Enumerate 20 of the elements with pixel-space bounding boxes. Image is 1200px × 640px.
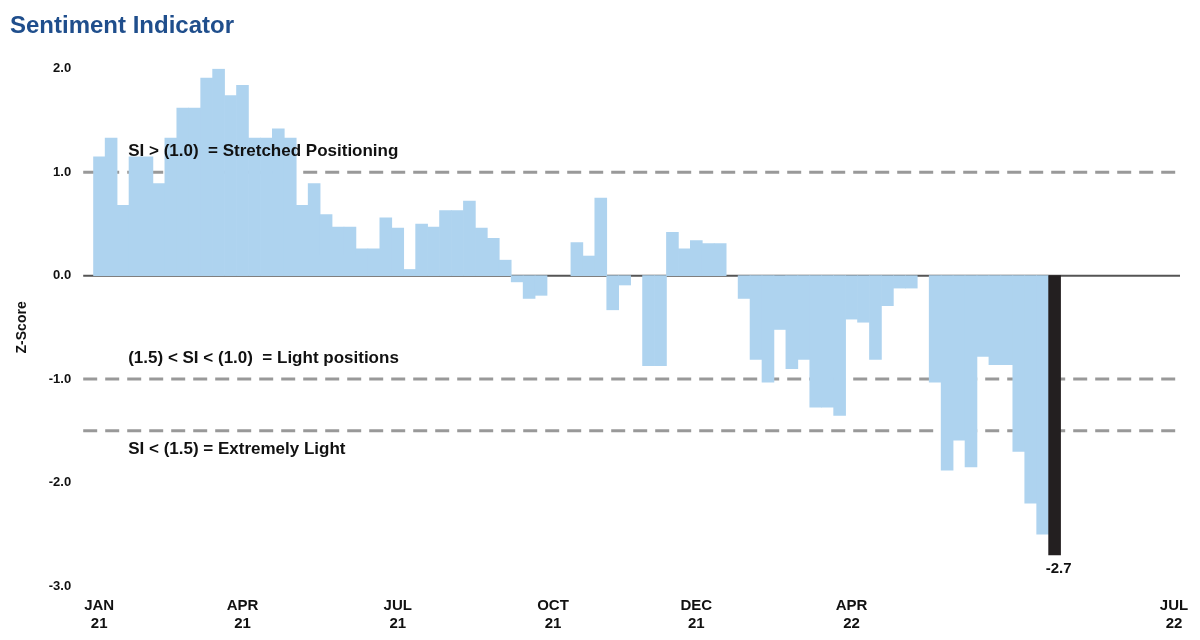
- x-tick-label: JAN 21: [84, 596, 115, 632]
- x-tick-label: APR 22: [835, 596, 868, 632]
- y-axis-title: Z-Score: [13, 301, 30, 354]
- data-label: -2.7: [1045, 558, 1072, 576]
- x-tick-label: DEC 21: [680, 596, 713, 632]
- y-tick-label: 0.0: [53, 267, 72, 283]
- bar: [1048, 275, 1061, 556]
- y-tick-label: 1.0: [53, 163, 72, 179]
- x-tick-label: JUL 22: [1159, 596, 1189, 632]
- ref-line-label: (1.5) < SI < (1.0) = Light positions: [128, 348, 399, 368]
- x-tick-label: OCT 21: [537, 596, 569, 632]
- chart-title: Sentiment Indicator: [10, 11, 235, 39]
- ref-line-label: SI < (1.5) = Extremely Light: [128, 439, 346, 459]
- y-tick-label: -2.0: [48, 474, 72, 490]
- y-tick-label: -1.0: [48, 370, 72, 386]
- ref-line-label: SI > (1.0) = Stretched Positioning: [128, 141, 399, 161]
- y-tick-label: -3.0: [48, 577, 72, 593]
- x-tick-label: JUL 21: [383, 596, 412, 632]
- y-tick-label: 2.0: [53, 60, 72, 76]
- x-tick-label: APR 21: [226, 596, 259, 632]
